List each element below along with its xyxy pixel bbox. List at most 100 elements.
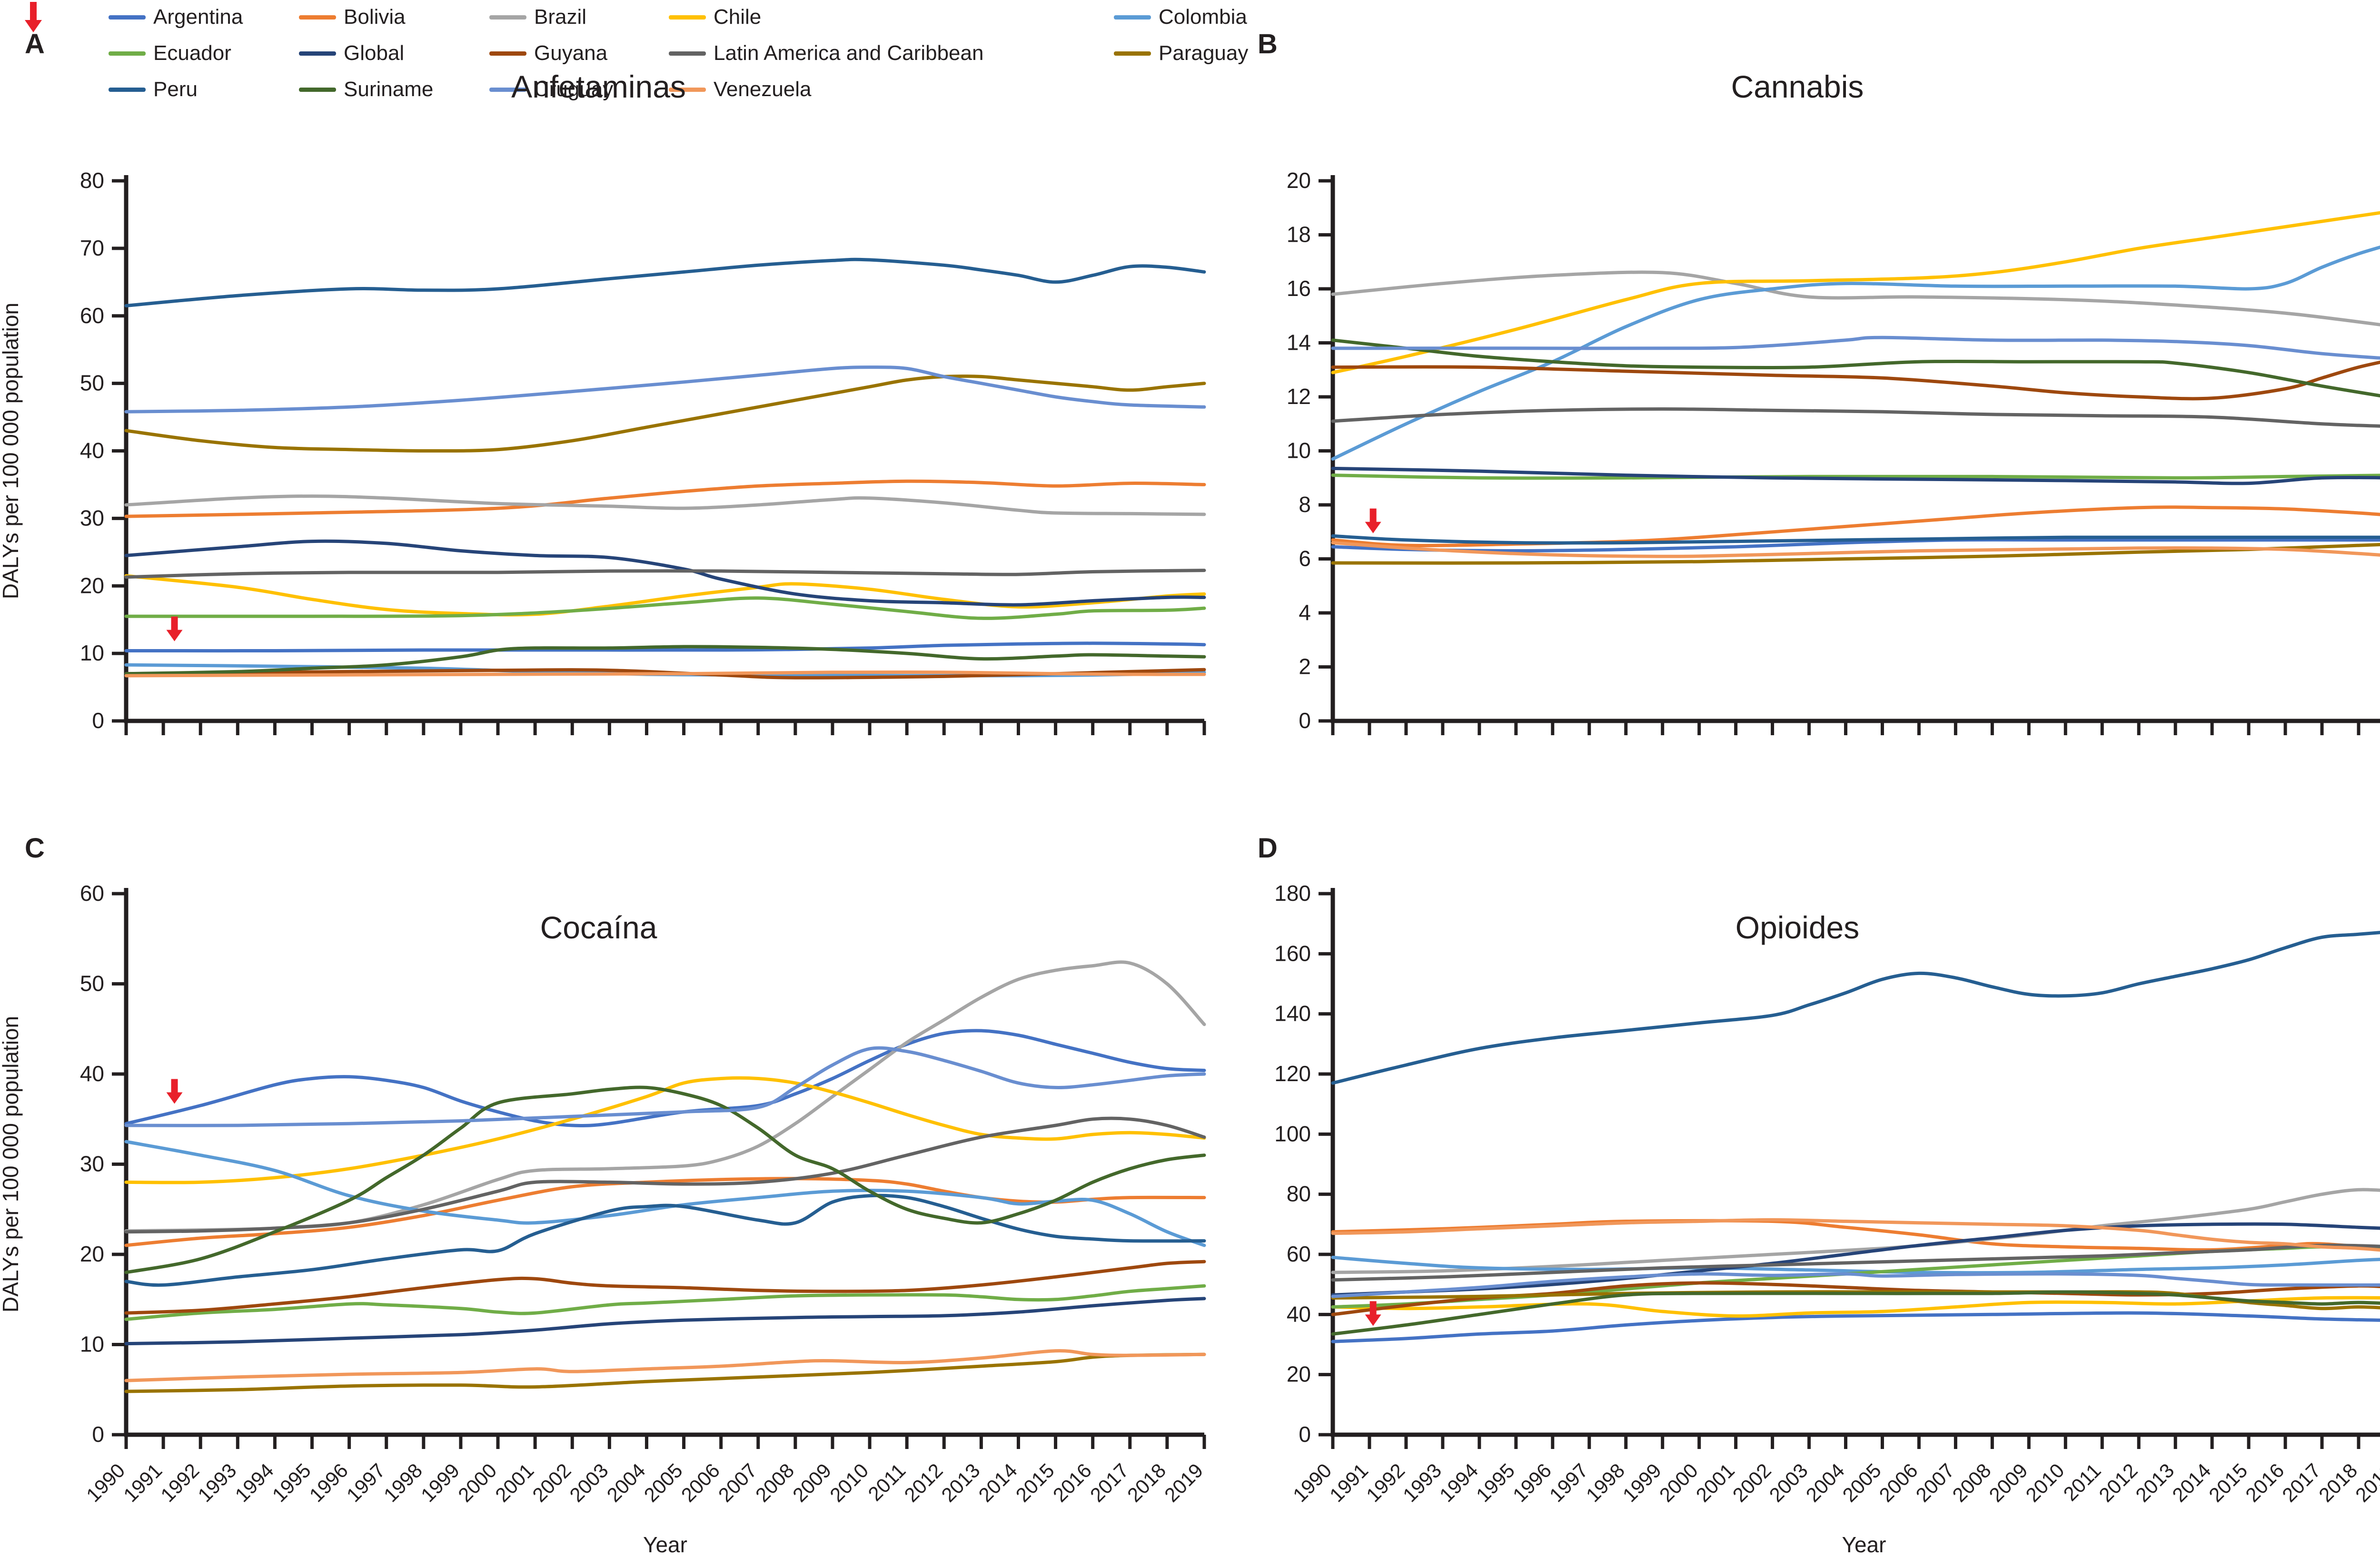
y-tick-label: 60 — [1287, 1242, 1311, 1266]
x-tick-label: 2003 — [1765, 1459, 1812, 1506]
legend-item-colombia: Colombia — [1114, 3, 1247, 31]
x-tick-label: 2008 — [751, 1459, 798, 1506]
x-tick-label: 1994 — [1435, 1459, 1482, 1506]
y-tick-label: 120 — [1274, 1061, 1311, 1086]
x-tick-label: 2010 — [825, 1459, 873, 1506]
y-tick-label: 80 — [1287, 1182, 1311, 1206]
legend-label: Suriname — [344, 78, 434, 101]
series-line-b-guyana — [1331, 360, 2380, 401]
y-tick-label: 0 — [92, 1422, 104, 1447]
legend-label: Argentina — [153, 5, 243, 29]
x-tick-label: 2005 — [1838, 1459, 1885, 1506]
x-tick-label: 2001 — [491, 1459, 538, 1506]
y-tick-label: 180 — [1274, 881, 1311, 906]
legend-item-bolivia: Bolivia — [299, 3, 406, 31]
x-tick-label: 2002 — [528, 1459, 575, 1506]
x-tick-label: 2009 — [788, 1459, 835, 1506]
x-tick-label: 1998 — [379, 1459, 426, 1506]
legend-item-suriname: Suriname — [299, 75, 433, 104]
legend-label: Chile — [714, 5, 762, 29]
legend-swatch-bolivia — [299, 15, 336, 20]
x-tick-label: 2014 — [2168, 1459, 2215, 1506]
legend-label: Peru — [153, 78, 198, 101]
x-tick-label: 1994 — [230, 1459, 278, 1506]
series-line-d-peru — [1331, 931, 2380, 1085]
series-line-d-argentina — [1331, 1311, 2380, 1343]
legend-swatch-brazil — [489, 15, 526, 20]
legend-item-ecuador: Ecuador — [109, 39, 231, 68]
y-tick-label: 0 — [1299, 708, 1311, 733]
series-line-b-uruguay — [1331, 335, 2380, 360]
y-axis-label-a: DALYs per 100 000 population — [0, 303, 23, 599]
series-line-a-bolivia — [124, 479, 1206, 518]
series-line-d-chile — [1331, 1296, 2380, 1318]
x-tick-label: 2006 — [677, 1459, 724, 1506]
x-tick-label: 2015 — [2204, 1459, 2251, 1506]
x-tick-label: 1999 — [1618, 1459, 1666, 1506]
legend-item-brazil: Brazil — [489, 3, 586, 31]
legend-label: Latin America and Caribbean — [714, 41, 984, 65]
series-line-d-suriname — [1331, 1290, 2380, 1336]
series-line-c-global — [124, 1297, 1206, 1346]
y-tick-label: 30 — [80, 1152, 104, 1176]
y-tick-label: 20 — [80, 573, 104, 598]
series-line-a-brazil — [124, 494, 1206, 516]
legend-item-peru: Peru — [109, 75, 198, 104]
legend-label: Uruguay — [534, 78, 614, 101]
y-tick-label: 2 — [1299, 654, 1311, 679]
x-tick-label: 1997 — [342, 1459, 389, 1506]
panel-letter-d: D — [1258, 833, 1278, 864]
x-tick-label: 1992 — [1362, 1459, 1409, 1506]
x-tick-label: 2019 — [2351, 1459, 2380, 1506]
annotation-arrow-c — [166, 1079, 183, 1104]
series-line-d-venezuela — [1331, 1218, 2380, 1252]
x-tick-label: 2004 — [603, 1459, 650, 1506]
y-tick-label: 80 — [80, 168, 104, 193]
x-tick-label: 2017 — [2278, 1459, 2325, 1506]
panel-title-a: Anfetaminas — [511, 69, 686, 104]
x-tick-label: 2002 — [1728, 1459, 1775, 1506]
x-tick-label: 1999 — [416, 1459, 464, 1506]
y-tick-label: 40 — [80, 438, 104, 463]
y-tick-label: 50 — [80, 971, 104, 996]
legend-swatch-argentina — [109, 15, 146, 20]
x-axis-label-d: Year — [1842, 1532, 1886, 1557]
x-tick-label: 1996 — [305, 1459, 352, 1506]
legend-swatch-uruguay — [489, 87, 526, 92]
series-line-a-venezuela — [124, 670, 1206, 678]
y-tick-label: 0 — [1299, 1422, 1311, 1447]
series-line-a-chile — [124, 574, 1206, 617]
legend-swatch-suriname — [299, 87, 336, 92]
y-tick-label: 70 — [80, 236, 104, 260]
x-tick-label: 2015 — [1012, 1459, 1059, 1506]
y-tick-label: 30 — [80, 505, 104, 530]
series-line-b-peru — [1331, 534, 2380, 545]
x-tick-label: 1997 — [1545, 1459, 1592, 1506]
x-tick-label: 2008 — [1948, 1459, 1995, 1506]
series-line-d-global — [1331, 1222, 2380, 1297]
x-tick-label: 2001 — [1692, 1459, 1739, 1506]
legend-item-uruguay: Uruguay — [489, 75, 613, 104]
panel-letter-c: C — [25, 833, 45, 864]
y-tick-label: 50 — [80, 371, 104, 395]
y-tick-label: 10 — [80, 641, 104, 665]
x-tick-label: 1990 — [82, 1459, 129, 1506]
x-tick-label: 2010 — [2021, 1459, 2068, 1506]
panel-letter-a: A — [25, 29, 45, 59]
series-line-a-ecuador — [124, 596, 1206, 620]
annotation-arrow-b — [1365, 508, 1381, 533]
legend-item-venezuela: Venezuela — [669, 75, 812, 104]
series-line-d-brazil — [1331, 1188, 2380, 1274]
legend-label: Colombia — [1159, 5, 1247, 29]
y-tick-label: 160 — [1274, 941, 1311, 966]
legend-item-guyana: Guyana — [489, 39, 607, 68]
series-line-a-argentina — [124, 641, 1206, 653]
legend-item-lac: Latin America and Caribbean — [669, 39, 983, 68]
y-tick-label: 8 — [1299, 492, 1311, 517]
x-tick-label: 1996 — [1508, 1459, 1556, 1506]
series-line-a-peru — [124, 257, 1206, 307]
series-line-d-latin-america-and-caribbean — [1331, 1243, 2380, 1282]
legend-swatch-venezuela — [669, 87, 706, 92]
panel-title-c: Cocaína — [540, 910, 657, 945]
legend-swatch-colombia — [1114, 15, 1151, 20]
